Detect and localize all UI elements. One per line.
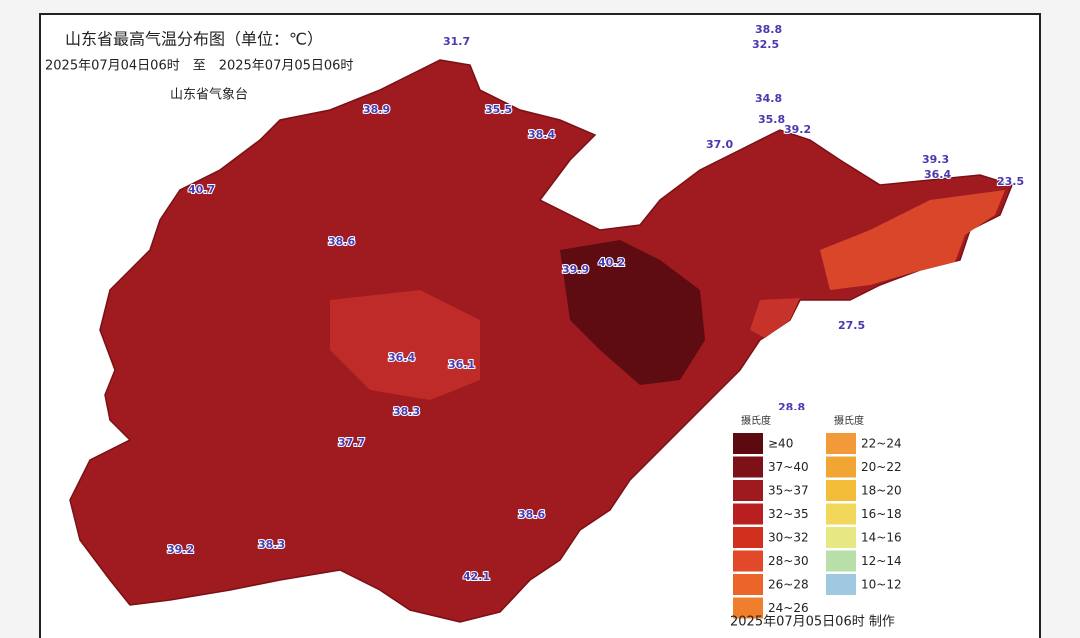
legend-label: 28~30 [768, 554, 809, 568]
station-value: 36.1 [448, 358, 475, 371]
legend-title: 摄氏度 [741, 414, 771, 427]
legend-swatch [733, 433, 763, 454]
legend-swatch [826, 527, 856, 548]
station-value: 40.7 [188, 183, 215, 196]
station-value: 38.4 [528, 128, 555, 141]
legend-label: 22~24 [861, 437, 902, 451]
legend-swatch [733, 480, 763, 501]
legend-swatch [733, 456, 763, 478]
station-value: 31.7 [443, 35, 470, 48]
legend-label: 12~14 [861, 554, 902, 568]
legend-swatch [733, 527, 763, 548]
station-value: 38.6 [328, 235, 355, 248]
legend-label: 10~12 [861, 578, 902, 592]
legend-label: 18~20 [861, 484, 902, 498]
station-value: 23.5 [997, 175, 1024, 188]
station-value: 38.3 [393, 405, 420, 418]
station-value: 38.6 [518, 508, 545, 521]
station-value: 39.2 [167, 543, 194, 556]
station-value: 34.8 [755, 92, 782, 105]
legend-label: 16~18 [861, 507, 902, 521]
station-value: 36.4 [388, 351, 415, 364]
legend-label: 37~40 [768, 460, 809, 474]
legend-label: 30~32 [768, 531, 809, 545]
station-labels: 31.738.832.534.835.839.237.039.336.423.5… [166, 22, 1025, 584]
legend-label: ≥40 [768, 437, 793, 451]
map-title: 山东省最高气温分布图（单位：℃） [65, 30, 323, 49]
legend-label: 20~22 [861, 460, 902, 474]
station-value: 38.8 [755, 23, 782, 36]
province-map [69, 59, 1013, 623]
station-value: 38.9 [363, 103, 390, 116]
station-value: 38.3 [258, 538, 285, 551]
station-value: 37.7 [338, 436, 365, 449]
legend-swatch [733, 503, 763, 525]
warm-zone [330, 290, 480, 400]
station-value: 39.3 [922, 153, 949, 166]
legend-swatch [826, 456, 856, 478]
station-value: 35.8 [758, 113, 785, 126]
station-value: 32.5 [752, 38, 779, 51]
station-value: 39.9 [562, 263, 589, 276]
legend-title: 摄氏度 [834, 414, 864, 427]
map-footer: 2025年07月05日06时 制作 [730, 615, 895, 630]
legend-swatch [733, 574, 763, 595]
station-value: 42.1 [463, 570, 490, 583]
legend-label: 26~28 [768, 578, 809, 592]
station-value: 39.2 [784, 123, 811, 136]
legend-label: 24~26 [768, 601, 809, 615]
station-value: 36.4 [924, 168, 951, 181]
legend-swatch [826, 550, 856, 572]
legend: 摄氏度 ≥40 37~40 35~37 32~35 30~32 28~30 26~28 24~2… [733, 414, 902, 619]
legend-swatch [826, 480, 856, 501]
map-issuer: 山东省气象台 [170, 87, 248, 103]
coastal-zone [750, 298, 800, 338]
legend-label: 32~35 [768, 507, 809, 521]
legend-swatch [826, 503, 856, 525]
station-value: 40.2 [598, 256, 625, 269]
coastal-zone [820, 190, 1005, 290]
station-value: 35.5 [485, 103, 512, 116]
map-period: 2025年07月04日06时 至 2025年07月05日06时 [45, 59, 353, 74]
station-value: 27.5 [838, 319, 865, 332]
station-value: 37.0 [706, 138, 733, 151]
legend-label: 35~37 [768, 484, 809, 498]
hot-zone [560, 240, 705, 385]
province-shape [69, 59, 1013, 623]
legend-swatch [733, 550, 763, 572]
legend-label: 14~16 [861, 531, 902, 545]
legend-swatch [733, 597, 763, 619]
legend-swatch [826, 574, 856, 595]
legend-swatch [826, 433, 856, 454]
